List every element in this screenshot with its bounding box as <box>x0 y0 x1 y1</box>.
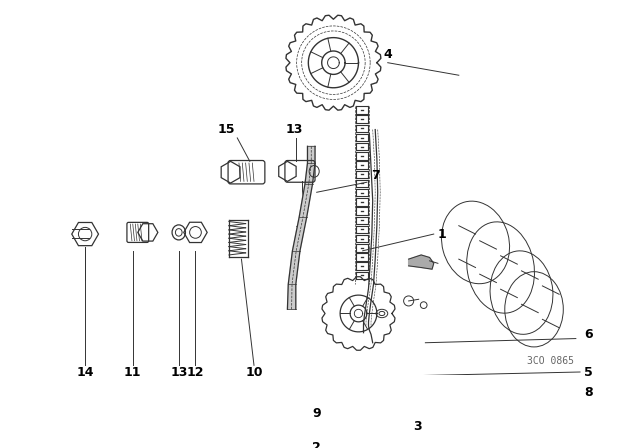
Polygon shape <box>409 255 434 269</box>
Text: 7: 7 <box>371 169 380 182</box>
Text: 4: 4 <box>383 48 392 61</box>
Text: 10: 10 <box>245 366 263 379</box>
Text: 11: 11 <box>124 366 141 379</box>
Text: 2: 2 <box>312 441 321 448</box>
Text: 9: 9 <box>312 407 321 420</box>
Text: 3: 3 <box>413 420 421 433</box>
Text: 15: 15 <box>218 123 235 136</box>
Polygon shape <box>287 146 315 309</box>
Text: 3CO 0865: 3CO 0865 <box>527 356 574 366</box>
Text: 8: 8 <box>584 387 593 400</box>
Text: 6: 6 <box>584 328 593 341</box>
Text: 1: 1 <box>438 228 447 241</box>
Text: 5: 5 <box>584 366 593 379</box>
Text: 13: 13 <box>285 123 303 136</box>
Text: 14: 14 <box>76 366 94 379</box>
Text: 12: 12 <box>187 366 204 379</box>
Text: 13: 13 <box>170 366 188 379</box>
